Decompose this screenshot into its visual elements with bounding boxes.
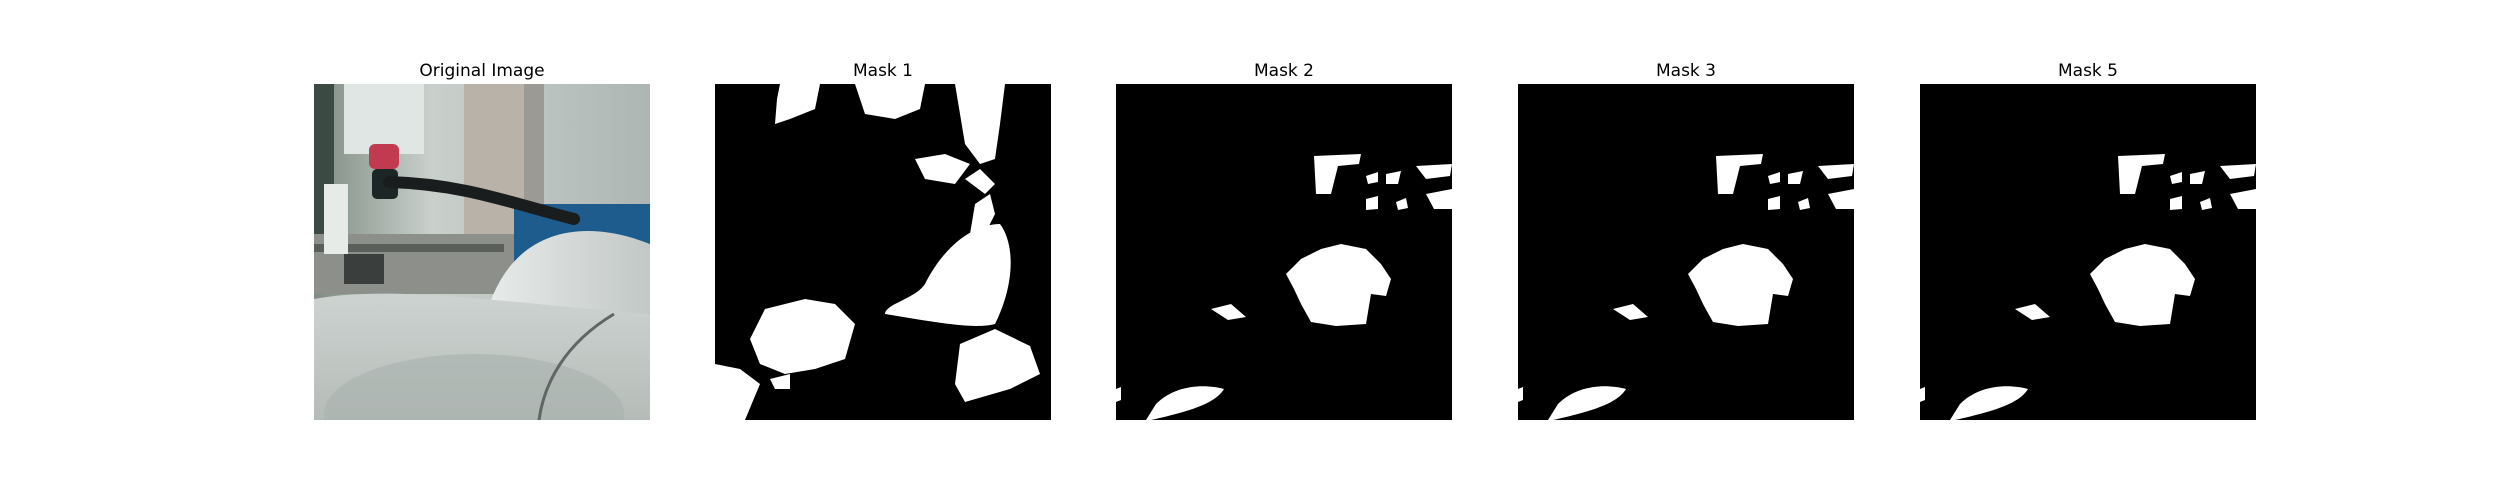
panel-title: Mask 1 [852,61,913,81]
mask-image [715,84,1051,420]
panel-mask-1: Mask 1 [715,0,1051,500]
panel-title: Original Image [419,61,545,81]
panel-mask-3: Mask 3 [1518,0,1854,500]
original-image [314,84,650,420]
panel-mask-2: Mask 2 [1116,0,1452,500]
panel-title: Mask 5 [2057,61,2118,81]
original-photo [314,84,650,420]
mask-2-shape [1116,84,1452,420]
mask-3-shape [1518,84,1854,420]
mask-5-shape [1920,84,2256,420]
panel-mask-5: Mask 5 [1920,0,2256,500]
panel-title: Mask 3 [1655,61,1716,81]
mask-image [1920,84,2256,420]
mask-image [1116,84,1452,420]
panel-title: Mask 2 [1253,61,1314,81]
mask-1-shape [715,84,1051,420]
mask-image [1518,84,1854,420]
panel-original-image: Original Image [314,0,650,500]
